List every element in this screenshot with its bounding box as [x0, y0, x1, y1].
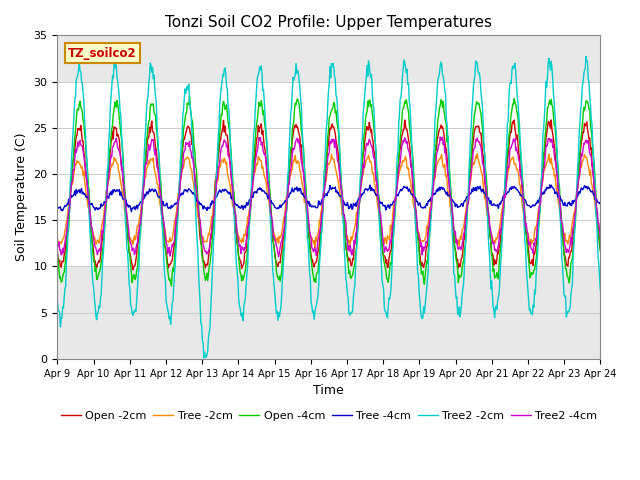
- Tree -4cm: [63, 201, 71, 207]
- Tree -2cm: [203, 239, 211, 244]
- Tree2 -2cm: [54, 299, 61, 305]
- Tree2 -4cm: [203, 251, 211, 257]
- Open -2cm: [396, 150, 403, 156]
- Tree2 -4cm: [119, 178, 127, 183]
- Y-axis label: Soil Temperature (C): Soil Temperature (C): [15, 133, 28, 262]
- Open -2cm: [54, 249, 61, 255]
- Tree -4cm: [127, 209, 135, 215]
- Tree -4cm: [412, 194, 419, 200]
- Open -2cm: [175, 187, 183, 193]
- Tree -2cm: [63, 218, 71, 224]
- Tree -2cm: [119, 196, 127, 202]
- Tree -2cm: [311, 245, 319, 251]
- Open -4cm: [175, 191, 183, 197]
- Open -4cm: [412, 210, 420, 216]
- Tree -2cm: [596, 231, 604, 237]
- Open -2cm: [204, 262, 211, 268]
- Line: Open -2cm: Open -2cm: [58, 120, 600, 270]
- Tree -4cm: [396, 189, 403, 195]
- Open -2cm: [63, 232, 71, 238]
- Tree2 -2cm: [200, 355, 208, 361]
- Tree2 -2cm: [396, 111, 403, 117]
- Tree2 -4cm: [396, 162, 403, 168]
- Open -4cm: [205, 272, 212, 277]
- X-axis label: Time: Time: [314, 384, 344, 397]
- Open -2cm: [129, 267, 137, 273]
- Open -4cm: [54, 252, 61, 258]
- Legend: Open -2cm, Tree -2cm, Open -4cm, Tree -4cm, Tree2 -2cm, Tree2 -4cm: Open -2cm, Tree -2cm, Open -4cm, Tree -4…: [56, 407, 602, 425]
- Tree2 -2cm: [582, 53, 590, 59]
- Text: TZ_soilco2: TZ_soilco2: [68, 47, 137, 60]
- Open -4cm: [396, 135, 404, 141]
- Open -4cm: [119, 155, 127, 161]
- Tree -2cm: [474, 151, 481, 156]
- Tree2 -4cm: [54, 239, 61, 245]
- Tree -2cm: [396, 169, 403, 175]
- Tree2 -4cm: [63, 222, 71, 228]
- Open -2cm: [119, 178, 127, 183]
- Tree2 -4cm: [412, 204, 419, 209]
- Tree2 -4cm: [275, 254, 282, 260]
- Tree -4cm: [204, 204, 211, 210]
- Tree -4cm: [175, 194, 183, 200]
- Tree2 -2cm: [412, 219, 419, 225]
- Open -2cm: [596, 247, 604, 252]
- Open -4cm: [186, 94, 193, 99]
- Tree2 -2cm: [174, 200, 182, 206]
- Open -4cm: [596, 248, 604, 254]
- Tree2 -2cm: [119, 164, 127, 170]
- Line: Tree2 -4cm: Tree2 -4cm: [58, 137, 600, 257]
- Line: Open -4cm: Open -4cm: [58, 96, 600, 286]
- Line: Tree2 -2cm: Tree2 -2cm: [58, 56, 600, 358]
- Tree -4cm: [119, 196, 127, 202]
- Tree -2cm: [174, 191, 182, 196]
- Tree -4cm: [546, 182, 554, 188]
- Tree2 -4cm: [174, 200, 182, 206]
- Open -2cm: [412, 204, 419, 210]
- Tree2 -2cm: [204, 348, 211, 354]
- Title: Tonzi Soil CO2 Profile: Upper Temperatures: Tonzi Soil CO2 Profile: Upper Temperatur…: [165, 15, 492, 30]
- Open -4cm: [63, 233, 71, 239]
- Tree -2cm: [412, 216, 419, 222]
- Tree -4cm: [596, 201, 604, 207]
- Tree -4cm: [54, 206, 61, 212]
- Tree2 -4cm: [436, 134, 444, 140]
- Bar: [58, 82, 600, 266]
- Line: Tree -2cm: Tree -2cm: [58, 154, 600, 248]
- Line: Tree -4cm: Tree -4cm: [58, 185, 600, 212]
- Open -4cm: [168, 283, 175, 289]
- Tree2 -2cm: [596, 288, 604, 293]
- Tree2 -2cm: [63, 248, 71, 254]
- Tree -2cm: [54, 235, 61, 240]
- Tree2 -4cm: [596, 235, 604, 240]
- Open -2cm: [547, 117, 555, 123]
